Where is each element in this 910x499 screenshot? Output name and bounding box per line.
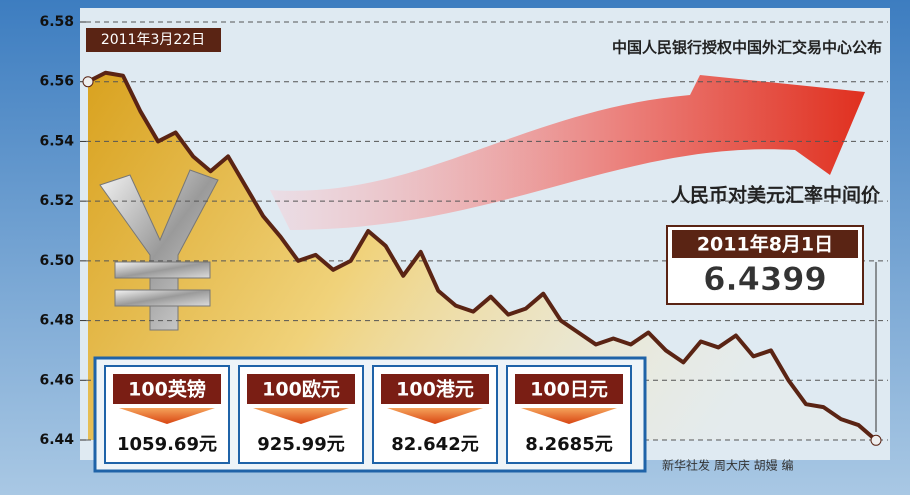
y-tick-label: 6.44 bbox=[39, 432, 74, 448]
y-tick-label: 6.48 bbox=[39, 313, 74, 329]
y-tick-label: 6.54 bbox=[39, 133, 74, 149]
rate-value: 82.642元 bbox=[391, 434, 478, 455]
rate-unit: 100港元 bbox=[396, 379, 474, 401]
end-point bbox=[871, 435, 881, 445]
rate-value: 925.99元 bbox=[257, 434, 344, 455]
y-tick-label: 6.58 bbox=[39, 14, 74, 30]
chart: 6.44 6.46 6.48 6.50 6.52 6.54 6.56 6.58 中国人民银行授… bbox=[0, 0, 910, 495]
rate-unit: 100日元 bbox=[530, 379, 608, 401]
y-tick-label: 6.52 bbox=[39, 193, 74, 209]
y-tick-label: 6.50 bbox=[39, 253, 74, 269]
y-tick-label: 6.46 bbox=[39, 372, 74, 388]
y-tick-label: 6.56 bbox=[39, 74, 74, 90]
end-value-label: 6.4399 bbox=[703, 260, 826, 298]
end-label: 2011年8月1日 bbox=[697, 233, 833, 256]
start-point bbox=[83, 77, 93, 87]
rate-unit: 100英镑 bbox=[128, 378, 206, 401]
series-label: 人民币对美元汇率中间价 bbox=[671, 184, 881, 207]
source-note: 中国人民银行授权中国外汇交易中心公布 bbox=[612, 39, 882, 57]
page: {"chart_data": {"type": "line", "source_… bbox=[0, 0, 910, 499]
rate-value: 8.2685元 bbox=[525, 434, 612, 455]
rate-unit: 100欧元 bbox=[262, 378, 340, 401]
start-label: 2011年3月22日 bbox=[101, 32, 205, 48]
rate-value: 1059.69元 bbox=[117, 434, 217, 455]
credit: 新华社发 周大庆 胡嫚 编 bbox=[662, 458, 793, 473]
